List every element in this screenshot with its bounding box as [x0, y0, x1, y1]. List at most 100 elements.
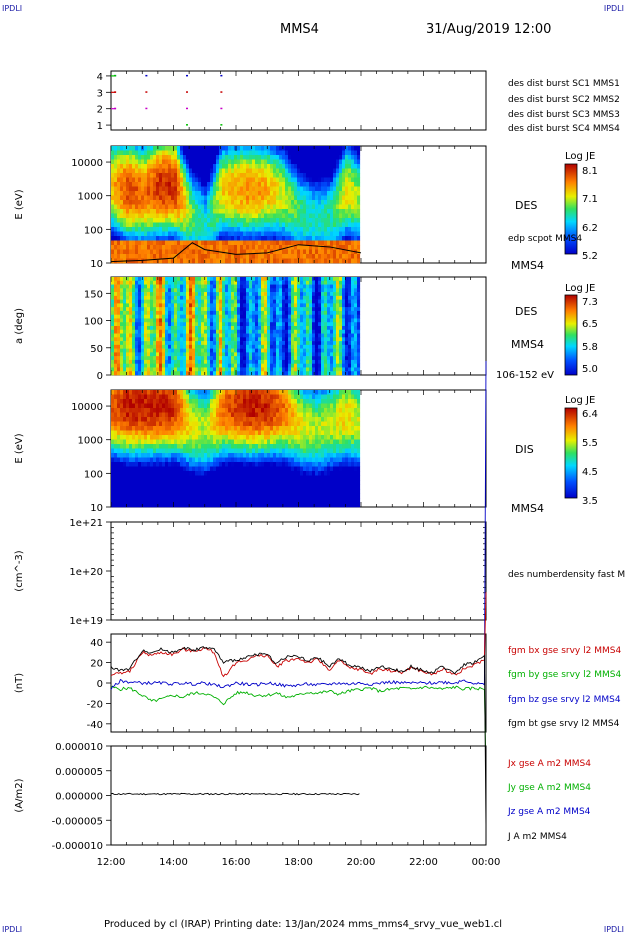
pitch-cell: [351, 307, 355, 312]
des-cell: [111, 222, 115, 228]
des-cell: [147, 177, 151, 183]
pitch-cell: [210, 344, 214, 349]
des-cell: [114, 164, 118, 169]
dis-cell: [159, 430, 163, 436]
pitch-cell: [249, 314, 253, 319]
des-cell: [282, 240, 286, 246]
pitch-cell: [225, 280, 229, 285]
pitch-cell: [312, 318, 316, 323]
des-cell: [132, 231, 136, 237]
dis-cell: [135, 502, 139, 508]
dis-cell: [132, 399, 136, 404]
des-cell: [171, 159, 175, 165]
dis-cell: [147, 426, 151, 431]
pitch-cell: [147, 367, 151, 372]
dis-cell: [138, 475, 142, 481]
pitch-cell: [186, 307, 190, 312]
pitch-cell: [303, 292, 307, 297]
des-cell: [303, 177, 307, 183]
pitch-cell: [264, 352, 268, 357]
pitch-cell: [246, 367, 250, 372]
dis-cell: [120, 426, 124, 431]
pitch-cell: [216, 363, 220, 368]
des-cell: [231, 213, 235, 219]
pitch-cell: [195, 352, 199, 357]
pitch-cell: [276, 284, 280, 289]
dis-cell: [123, 417, 127, 422]
des-cell: [291, 150, 295, 156]
des-cell: [297, 164, 301, 169]
pitch-cell: [204, 367, 208, 372]
dis-cell: [111, 471, 115, 476]
des-cell: [132, 186, 136, 192]
pitch-cell: [225, 314, 229, 319]
des-cell: [276, 177, 280, 183]
dis-cell: [144, 421, 148, 427]
pitch-cell: [141, 314, 145, 319]
pitch-cell: [234, 322, 238, 327]
des-cell: [261, 231, 265, 237]
pitch-cell: [180, 322, 184, 327]
pitch-cell: [162, 348, 166, 353]
pitch-cell: [300, 363, 304, 368]
pitch-cell: [279, 363, 283, 368]
des-cell: [339, 182, 343, 187]
pitch-cell: [207, 341, 211, 346]
dis-cell: [144, 448, 148, 454]
pitch-cell: [228, 344, 232, 349]
pitch-cell: [348, 371, 352, 376]
des-cell: [198, 173, 202, 178]
des-cell: [264, 164, 268, 169]
pitch-cell: [273, 337, 277, 342]
des-cell: [114, 227, 118, 232]
pitch-cell: [321, 318, 325, 323]
pitch-cell: [300, 333, 304, 338]
dis-cell: [120, 444, 124, 449]
pitch-cell: [261, 292, 265, 297]
des-cell: [141, 159, 145, 165]
des-cell: [330, 249, 334, 255]
pitch-cell: [225, 322, 229, 327]
pitch-cell: [174, 337, 178, 342]
des-cell: [327, 254, 331, 259]
des-cell: [309, 164, 313, 169]
dis-cell: [114, 417, 118, 422]
des-cell: [189, 146, 193, 151]
pitch-cell: [228, 299, 232, 304]
pitch-cell: [252, 299, 256, 304]
des-cell: [129, 213, 133, 219]
pitch-cell: [231, 280, 235, 285]
pitch-cell: [249, 307, 253, 312]
des-cell: [354, 173, 358, 178]
pitch-cell: [126, 337, 130, 342]
pitch-cell: [141, 359, 145, 364]
pitch-cell: [156, 303, 160, 308]
des-cell: [177, 231, 181, 237]
des-cell: [123, 222, 127, 228]
des-cell: [261, 204, 265, 210]
des-cell: [159, 182, 163, 187]
des-cell: [171, 150, 175, 156]
des-cell: [192, 222, 196, 228]
des-cell: [303, 222, 307, 228]
pitch-cell: [216, 348, 220, 353]
pitch-cell: [240, 284, 244, 289]
des-cell: [144, 182, 148, 187]
pitch-cell: [129, 326, 133, 331]
pitch-cell: [324, 322, 328, 327]
pitch-cell: [210, 329, 214, 334]
des-cell: [318, 222, 322, 228]
des-cell: [333, 146, 337, 151]
des-cell: [123, 236, 127, 241]
des-cell: [219, 191, 223, 196]
des-cell: [141, 150, 145, 156]
des-cell: [267, 146, 271, 151]
pitch-cell: [282, 333, 286, 338]
pitch-cell: [180, 326, 184, 331]
des-cell: [249, 164, 253, 169]
des-cell: [150, 155, 154, 160]
pitch-cell: [132, 322, 136, 327]
pitch-cell: [114, 367, 118, 372]
dis-cell: [120, 462, 124, 467]
des-cell: [237, 191, 241, 196]
